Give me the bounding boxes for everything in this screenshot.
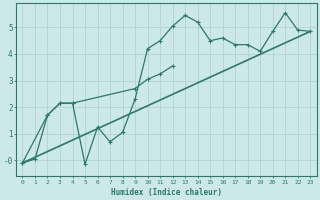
X-axis label: Humidex (Indice chaleur): Humidex (Indice chaleur) — [111, 188, 222, 197]
